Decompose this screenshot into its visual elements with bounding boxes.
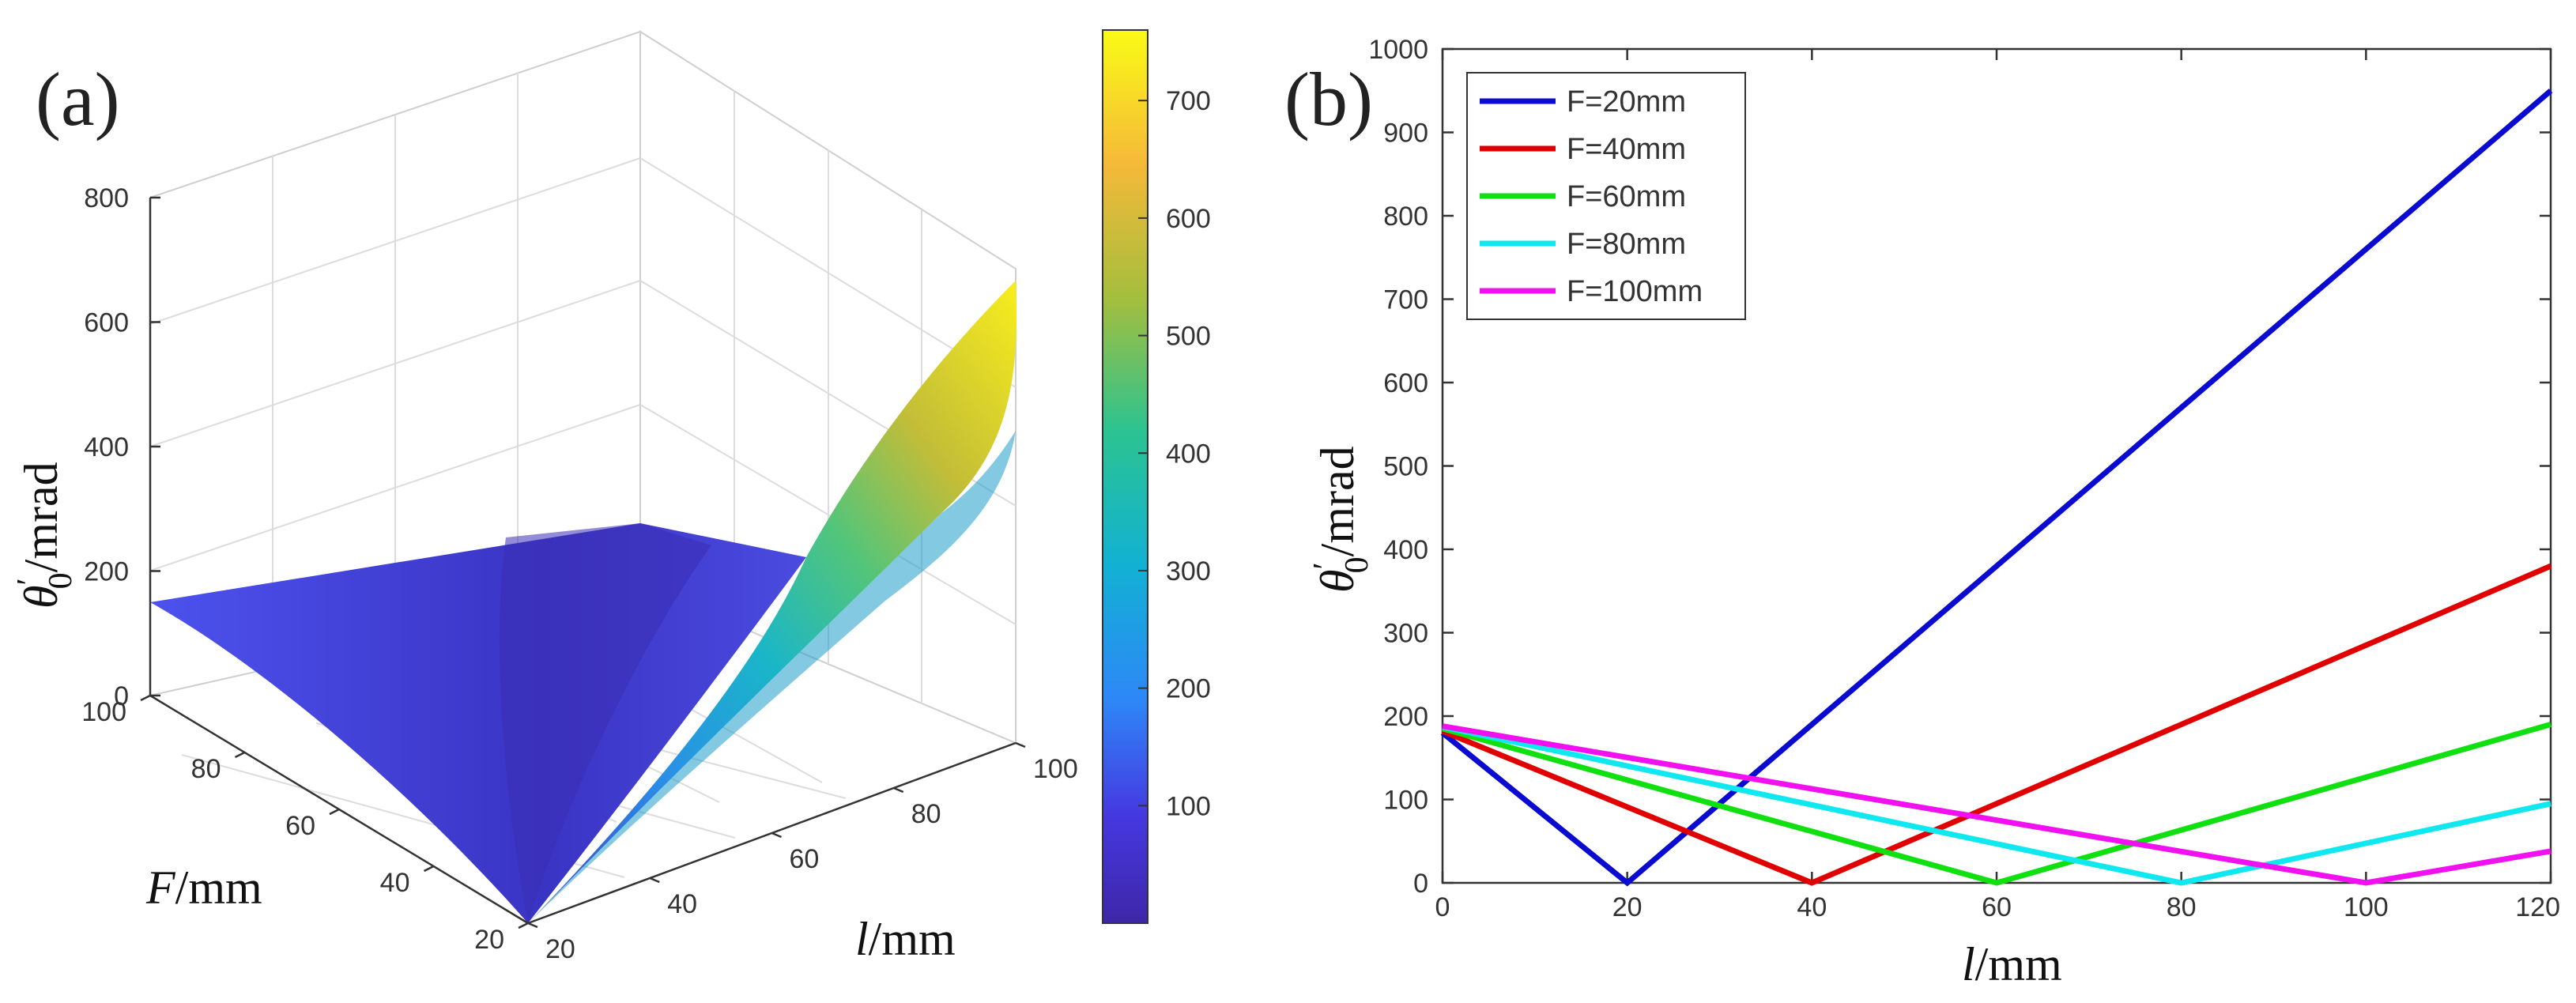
z-tick-label: 400 [84, 432, 129, 462]
x-tick-label: 40 [1797, 892, 1827, 922]
z-tick-label: 800 [84, 183, 129, 213]
colorbar-ticks: 100 200 300 400 500 600 700 [1138, 86, 1211, 821]
panel-b-ticks: 0 100 200 300 400 500 600 700 800 900 1000 0 20 40 60 8… [1368, 35, 2560, 922]
series-line-f-60mm [1442, 722, 2551, 886]
x-tick-label: 80 [2167, 892, 2197, 922]
x-tick-label: 120 [2515, 892, 2560, 922]
y-tick-label: 500 [1383, 452, 1428, 482]
panel-b-label: (b) [1284, 57, 1373, 141]
f-tick-label: 60 [285, 811, 315, 841]
f-tick-mark [234, 751, 246, 759]
l-tick-mark [527, 922, 538, 929]
panel-a-label: (a) [36, 57, 120, 141]
series-line-f-40mm [1441, 563, 2552, 886]
x-axis-title: l/mm [1962, 938, 2062, 990]
panel-a-tick-labels: 0 200 400 600 800 20 40 60 80 100 20 40 60 80 100 [81, 183, 1077, 964]
z-tick-label: 200 [84, 557, 129, 587]
x-tick-label: 0 [1435, 892, 1450, 922]
legend-entry-label: F=40mm [1567, 133, 1686, 166]
y-tick-label: 0 [1413, 869, 1428, 899]
panel-b-series [1440, 89, 2553, 887]
surface-wing [528, 281, 1017, 923]
series-line-f-100mm [1442, 723, 2551, 886]
l-tick-label: 60 [790, 844, 820, 874]
l-tick-mark [771, 831, 782, 839]
l-tick-label: 40 [667, 889, 697, 919]
legend-entry-label: F=60mm [1567, 180, 1686, 213]
y-tick-label: 200 [1383, 702, 1428, 732]
colorbar [1102, 29, 1148, 924]
y-tick-label: 600 [1383, 368, 1428, 398]
legend: F=20mm F=40mm F=60mm F=80mm F=100mm [1466, 72, 1746, 320]
y-tick-label: 300 [1383, 619, 1428, 649]
colorbar-tick-label: 100 [1166, 791, 1211, 821]
x-tick-label: 60 [1982, 892, 2012, 922]
colorbar-tick-label: 700 [1166, 86, 1211, 116]
x-tick-label: 20 [1612, 892, 1643, 922]
legend-entry-label: F=80mm [1567, 228, 1686, 261]
colorbar-tick-label: 600 [1166, 204, 1211, 234]
f-tick-label: 40 [380, 868, 410, 898]
panel-a: (a) [11, 29, 1211, 965]
f-axis-title: F/mm [145, 862, 262, 914]
f-tick-mark [329, 808, 340, 816]
y-tick-label: 1000 [1368, 35, 1428, 65]
colorbar-tick-label: 400 [1166, 439, 1211, 469]
y-axis-title: θ′0/mrad [1307, 446, 1375, 593]
colorbar-tick-label: 500 [1166, 322, 1211, 352]
x-tick-label: 100 [2344, 892, 2389, 922]
f-tick-mark [518, 922, 529, 929]
legend-entry-label: F=20mm [1567, 85, 1686, 119]
f-tick-mark [423, 865, 435, 873]
y-tick-label: 400 [1383, 535, 1428, 565]
f-tick-label: 100 [81, 697, 126, 727]
f-tick-label: 80 [191, 754, 221, 784]
y-tick-label: 700 [1383, 285, 1428, 315]
surface-wing-underside [528, 431, 1016, 923]
series-line-f-20mm [1440, 89, 2553, 887]
series-line-f-80mm [1442, 724, 2551, 886]
f-tick-mark [140, 694, 151, 702]
l-tick-label: 20 [545, 934, 575, 964]
legend-entry-label: F=100mm [1567, 275, 1703, 308]
l-axis-title: l/mm [855, 913, 956, 965]
panel-b: 0 100 200 300 400 500 600 700 800 900 1000 0 20 40 60 8… [1284, 35, 2560, 990]
z-tick-label: 0 [114, 681, 129, 711]
colorbar-tick-label: 200 [1166, 674, 1211, 704]
f-tick-label: 20 [474, 925, 504, 955]
y-tick-label: 100 [1383, 786, 1428, 816]
z-axis-title: θ′0/mrad [11, 462, 79, 609]
l-tick-label: 100 [1033, 754, 1078, 784]
l-tick-mark [649, 877, 660, 884]
y-tick-label: 900 [1383, 119, 1428, 149]
colorbar-tick-label: 300 [1166, 556, 1211, 586]
l-tick-label: 80 [911, 799, 941, 829]
y-tick-label: 800 [1383, 202, 1428, 232]
z-tick-label: 600 [84, 308, 129, 338]
surface-dark-valley [499, 523, 711, 923]
l-tick-mark [893, 786, 904, 794]
l-tick-mark [1015, 741, 1026, 748]
